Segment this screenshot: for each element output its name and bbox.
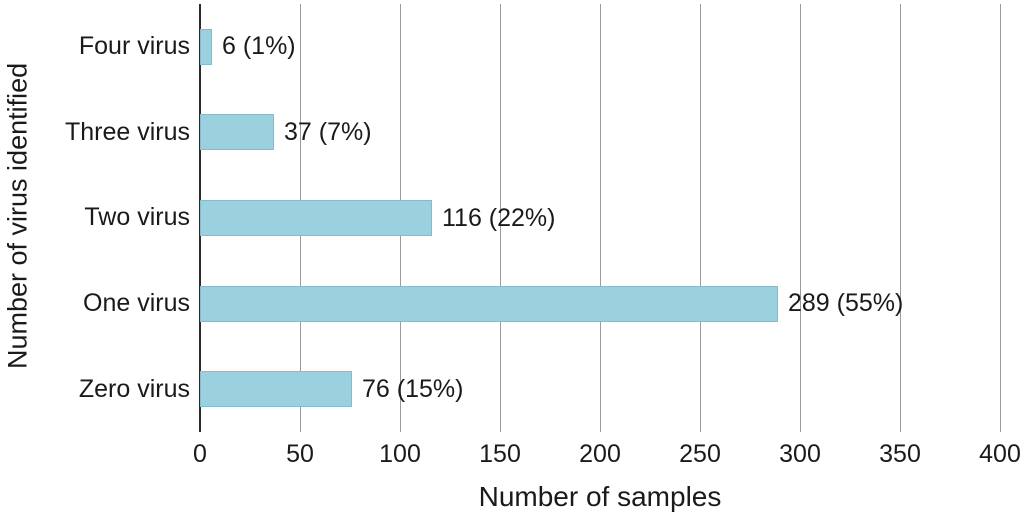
value-label-four-virus: 6 (1%) [222, 32, 296, 61]
value-label-zero-virus: 76 (15%) [362, 374, 464, 403]
gridline [800, 4, 801, 432]
category-label-one-virus: One virus [83, 289, 190, 318]
x-tick-label: 350 [879, 440, 921, 468]
x-tick-label: 400 [979, 440, 1021, 468]
gridline [900, 4, 901, 432]
x-tick-label: 150 [479, 440, 521, 468]
x-axis-title: Number of samples [478, 481, 722, 512]
x-tick-label: 100 [379, 440, 421, 468]
category-label-three-virus: Three virus [64, 117, 190, 146]
x-axis-ticks: 0 50 100 150 200 250 300 350 400 [193, 440, 1021, 470]
category-label-zero-virus: Zero virus [78, 374, 190, 403]
category-label-four-virus: Four virus [78, 32, 190, 61]
gridline [1000, 4, 1001, 432]
bar-three-virus [200, 114, 274, 151]
bar-one-virus [200, 285, 778, 322]
x-tick-label: 50 [286, 440, 314, 468]
gridline [700, 4, 701, 432]
bar-four-virus [200, 28, 212, 65]
x-tick-label: 300 [779, 440, 821, 468]
value-label-three-virus: 37 (7%) [284, 117, 372, 146]
x-tick-label: 0 [193, 440, 207, 468]
x-tick-label: 250 [679, 440, 721, 468]
plot-area: 6 (1%) 37 (7%) 116 (22%) 289 (55%) 76 (15%) [199, 4, 1001, 432]
gridline [500, 4, 501, 432]
gridline [600, 4, 601, 432]
value-label-one-virus: 289 (55%) [788, 289, 904, 318]
category-label-two-virus: Two virus [84, 203, 190, 232]
category-axis: Four virus Three virus Two virus One virus Z… [30, 4, 190, 432]
bar-two-virus [200, 200, 432, 236]
value-label-two-virus: 116 (22%) [442, 203, 556, 232]
bar-zero-virus [200, 371, 352, 408]
x-tick-label: 200 [579, 440, 621, 468]
